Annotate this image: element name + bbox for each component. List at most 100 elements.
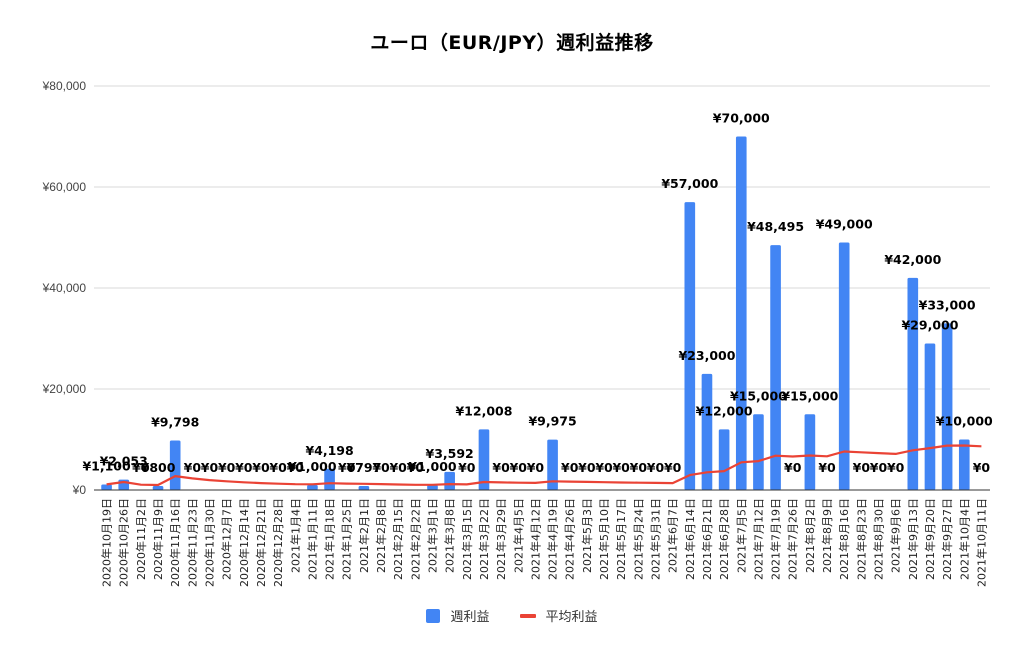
legend-line-swatch <box>519 613 536 618</box>
bar[interactable] <box>958 439 970 491</box>
data-label: ¥0 <box>647 460 665 475</box>
data-label: ¥0 <box>784 460 802 475</box>
x-tick-label: 2021年5月31日 <box>649 498 663 580</box>
x-tick-label: 2021年2月15日 <box>391 498 405 580</box>
x-tick-label: 2021年2月8日 <box>374 498 388 573</box>
bar[interactable] <box>838 242 850 490</box>
data-label: ¥0 <box>287 460 305 475</box>
bar[interactable] <box>307 484 318 490</box>
x-tick-label: 2021年9月20日 <box>923 498 937 580</box>
x-tick-label: 2020年12月28日 <box>271 498 285 587</box>
data-label: ¥2,053 <box>100 454 148 469</box>
x-tick-label: 2021年3月22日 <box>477 498 491 580</box>
x-tick-label: 2021年7月26日 <box>786 498 800 580</box>
data-label: ¥800 <box>141 460 176 475</box>
data-label: ¥57,000 <box>661 176 718 191</box>
x-tick-label: 2021年4月26日 <box>563 498 577 580</box>
x-tick-label: 2021年1月4日 <box>288 498 302 573</box>
data-label: ¥0 <box>389 460 407 475</box>
bar[interactable] <box>444 471 455 490</box>
bar[interactable] <box>427 484 438 490</box>
legend-item-average-profit[interactable]: 平均利益 <box>519 606 598 625</box>
x-tick-label: 2021年9月13日 <box>906 498 920 580</box>
x-tick-label: 2021年3月8日 <box>443 498 457 573</box>
x-tick-label: 2021年8月2日 <box>803 498 817 573</box>
data-label: ¥1,000 <box>288 459 337 474</box>
x-tick-label: 2021年2月22日 <box>408 498 422 580</box>
x-tick-label: 2020年12月14日 <box>237 498 251 587</box>
bar[interactable] <box>358 485 370 490</box>
legend: 週利益 平均利益 <box>0 606 1024 625</box>
data-label: ¥42,000 <box>884 252 941 267</box>
bar[interactable] <box>735 136 747 491</box>
data-label: ¥0 <box>492 460 510 475</box>
data-label: ¥4,198 <box>305 443 353 458</box>
x-tick-label: 2020年11月16日 <box>168 498 182 587</box>
x-tick-label: 2020年12月7日 <box>220 498 234 580</box>
data-label: ¥0 <box>269 460 287 475</box>
data-label: ¥0 <box>870 460 888 475</box>
x-tick-label: 2020年12月21日 <box>254 498 268 587</box>
x-tick-label: 2021年7月12日 <box>751 498 765 580</box>
bar[interactable] <box>152 485 164 490</box>
data-label: ¥0 <box>407 460 425 475</box>
x-tick-label: 2021年4月19日 <box>546 498 560 580</box>
data-label: ¥0 <box>595 460 613 475</box>
x-tick-label: 2021年7月5日 <box>734 498 748 573</box>
data-label: ¥12,000 <box>696 403 753 418</box>
data-label: ¥0 <box>184 460 202 475</box>
data-label: ¥797 <box>346 460 381 475</box>
bar[interactable] <box>770 245 781 490</box>
bar[interactable] <box>753 414 764 490</box>
data-label: ¥10,000 <box>936 414 993 429</box>
y-tick-label: ¥40,000 <box>42 281 87 295</box>
data-label: ¥29,000 <box>901 318 958 333</box>
legend-bar-swatch <box>426 608 441 623</box>
y-axis: ¥0 ¥20,000 ¥40,000 ¥60,000 ¥80,000 <box>42 79 87 497</box>
legend-label-average-profit: 平均利益 <box>545 610 598 625</box>
data-label: ¥0 <box>664 460 682 475</box>
x-tick-label: 2021年2月1日 <box>357 498 371 573</box>
data-label: ¥3,592 <box>426 446 474 461</box>
data-label: ¥49,000 <box>816 217 873 232</box>
bar[interactable] <box>907 277 919 490</box>
data-label: ¥0 <box>630 460 648 475</box>
bar[interactable] <box>804 414 816 490</box>
bar[interactable] <box>684 202 696 490</box>
data-label: ¥48,495 <box>747 219 804 234</box>
gridlines <box>94 85 990 390</box>
y-tick-label: ¥60,000 <box>42 180 87 194</box>
y-tick-label: ¥0 <box>72 483 87 497</box>
bar[interactable] <box>941 323 953 490</box>
data-label: ¥0 <box>510 460 528 475</box>
data-label: ¥0 <box>561 460 579 475</box>
bar[interactable] <box>701 373 713 490</box>
y-tick-label: ¥20,000 <box>42 382 87 396</box>
x-tick-label: 2021年5月10日 <box>597 498 611 580</box>
data-label: ¥0 <box>218 460 236 475</box>
x-tick-label: 2021年3月29日 <box>494 498 508 580</box>
data-label: ¥12,008 <box>455 403 512 418</box>
data-label: ¥0 <box>973 460 991 475</box>
x-tick-label: 2021年8月16日 <box>837 498 851 580</box>
x-tick-label: 2021年1月25日 <box>340 498 354 580</box>
data-label: ¥0 <box>338 460 356 475</box>
data-label: ¥15,000 <box>730 388 787 403</box>
bar[interactable] <box>324 468 335 490</box>
legend-item-weekly-profit[interactable]: 週利益 <box>426 606 490 625</box>
average-line <box>106 444 982 487</box>
x-tick-label: 2021年9月27日 <box>940 498 954 580</box>
y-tick-label: ¥80,000 <box>42 79 87 93</box>
legend-label-weekly-profit: 週利益 <box>450 610 490 625</box>
x-tick-label: 2020年11月23日 <box>185 498 199 587</box>
data-label: ¥0 <box>132 460 150 475</box>
x-tick-label: 2020年10月26日 <box>117 498 131 587</box>
bar[interactable] <box>718 429 730 490</box>
x-tick-label: 2021年1月18日 <box>323 498 337 580</box>
bar[interactable] <box>101 484 112 490</box>
bar[interactable] <box>478 429 490 490</box>
bar[interactable] <box>547 439 558 490</box>
bar[interactable] <box>924 343 936 490</box>
x-tick-label: 2021年9月6日 <box>889 498 903 573</box>
